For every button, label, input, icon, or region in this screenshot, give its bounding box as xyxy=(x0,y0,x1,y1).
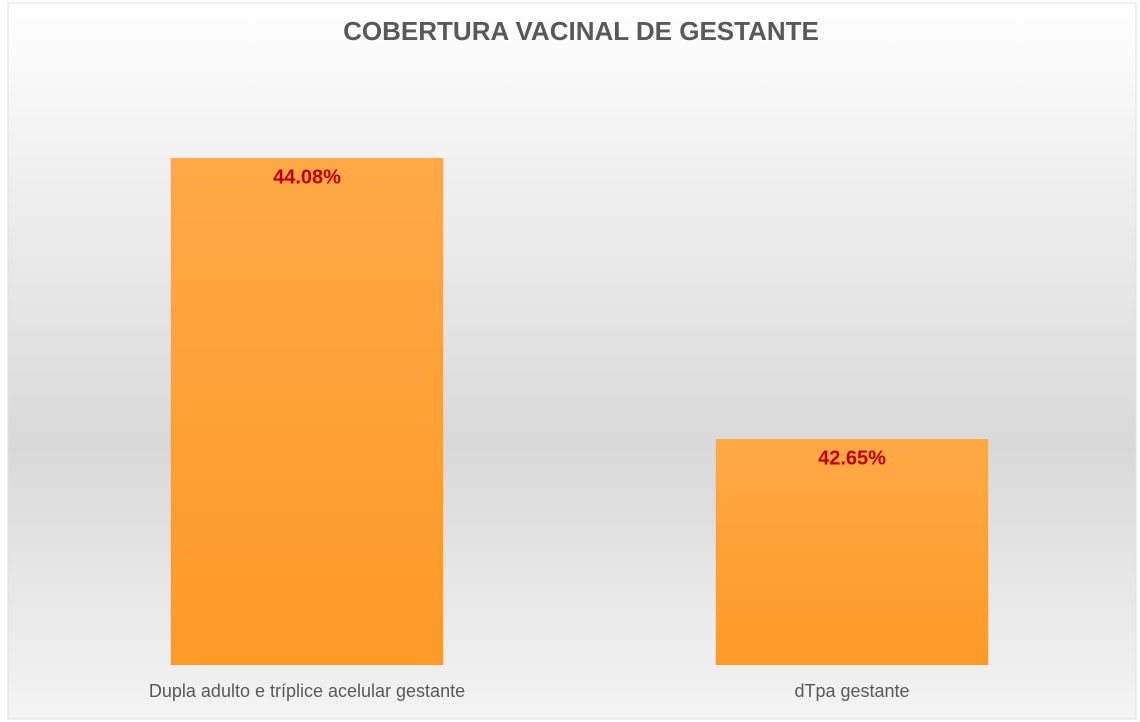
bar xyxy=(715,439,989,665)
x-tick-label: dTpa gestante xyxy=(794,681,909,701)
data-label: 44.08% xyxy=(273,166,341,188)
chart-title: COBERTURA VACINAL DE GESTANTE xyxy=(343,16,819,46)
x-tick-label: Dupla adulto e tríplice acelular gestant… xyxy=(149,681,465,701)
data-label: 42.65% xyxy=(818,447,886,469)
bar xyxy=(170,158,444,665)
